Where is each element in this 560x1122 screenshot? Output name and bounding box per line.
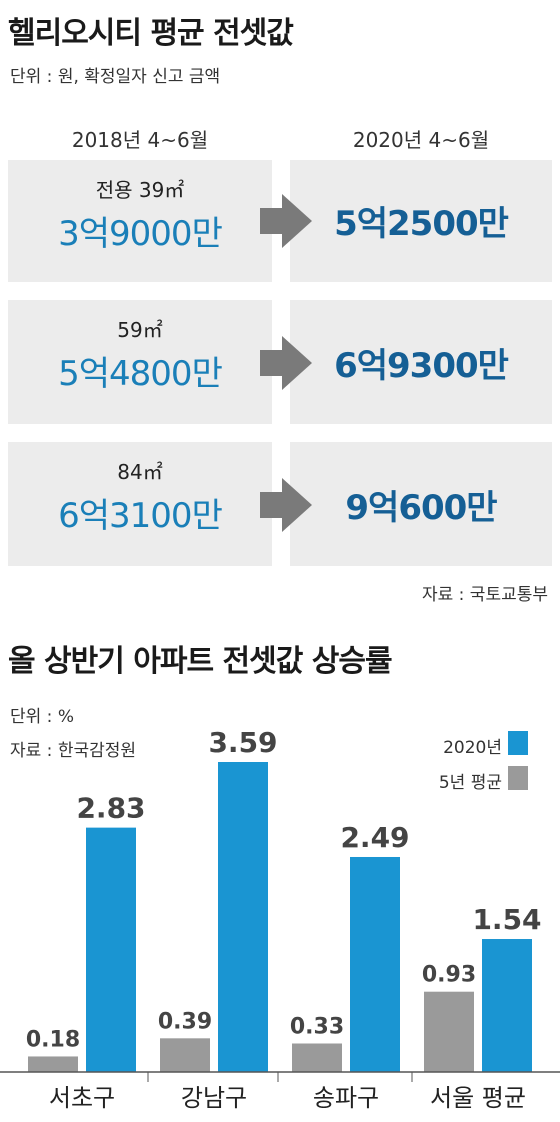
price-2018: 3억9000만	[58, 214, 223, 254]
bar-5yr-2	[292, 1043, 342, 1072]
legend-label-5yr: 5년 평균	[438, 773, 502, 793]
section1-unit-note: 단위 : 원, 확정일자 신고 금액	[10, 67, 221, 87]
price-box-2020-row1: 5억2500만	[260, 160, 552, 282]
bar-5yr-1	[160, 1038, 210, 1072]
section1-title: 헬리오시티 평균 전셋값	[8, 16, 294, 51]
data-label-2020-1: 3.59	[208, 726, 277, 759]
arrow-right-icon	[260, 336, 312, 390]
legend-label-2020: 2020년	[443, 738, 502, 758]
data-label-5yr-3: 0.93	[422, 963, 476, 988]
size-label: 전용 39㎡	[95, 178, 185, 202]
bar-2020-0	[86, 827, 136, 1072]
price-2018: 6억3100만	[58, 496, 223, 536]
category-label-0: 서초구	[49, 1084, 115, 1112]
price-box-2018-row3: 84㎡ 6억3100만	[8, 442, 272, 566]
arrow-right-icon	[260, 194, 312, 248]
price-box-2020-row3: 9억600만	[260, 442, 552, 566]
size-label: 84㎡	[117, 460, 163, 484]
category-label-1: 강남구	[181, 1084, 247, 1112]
price-box-2020-row2: 6억9300만	[260, 300, 552, 424]
category-label-3: 서울 평균	[430, 1084, 526, 1112]
data-label-5yr-0: 0.18	[26, 1027, 80, 1052]
data-label-5yr-1: 0.39	[158, 1009, 212, 1034]
legend-swatch-5yr	[508, 766, 528, 790]
price-2020: 9억600만	[345, 488, 497, 528]
data-label-2020-2: 2.49	[340, 821, 409, 854]
price-2018: 5억4800만	[58, 354, 223, 394]
section2-source: 자료 : 한국감정원	[10, 741, 137, 761]
section2-title: 올 상반기 아파트 전셋값 상승률	[8, 644, 393, 679]
price-box-2018-row1: 전용 39㎡ 3억9000만	[8, 160, 272, 282]
section1-source: 자료 : 국토교통부	[421, 585, 548, 605]
legend-swatch-2020	[508, 731, 528, 755]
bar-5yr-0	[28, 1056, 78, 1072]
size-label: 59㎡	[117, 318, 163, 342]
bar-2020-2	[350, 856, 400, 1072]
data-label-2020-0: 2.83	[76, 792, 145, 825]
column-header-right: 2020년 4~6월	[352, 128, 490, 152]
column-header-left: 2018년 4~6월	[71, 128, 209, 152]
price-2020: 6억9300만	[334, 346, 509, 386]
arrow-right-icon	[260, 478, 312, 532]
data-label-2020-3: 1.54	[472, 903, 541, 936]
price-2020: 5억2500만	[334, 204, 509, 244]
bar-2020-1	[218, 762, 268, 1072]
data-label-5yr-2: 0.33	[290, 1015, 344, 1040]
price-box-2018-row2: 59㎡ 5억4800만	[8, 300, 272, 424]
bar-2020-3	[482, 939, 532, 1072]
category-label-2: 송파구	[313, 1084, 379, 1112]
bar-5yr-3	[424, 991, 474, 1072]
section2-unit-note: 단위 : %	[10, 707, 74, 727]
